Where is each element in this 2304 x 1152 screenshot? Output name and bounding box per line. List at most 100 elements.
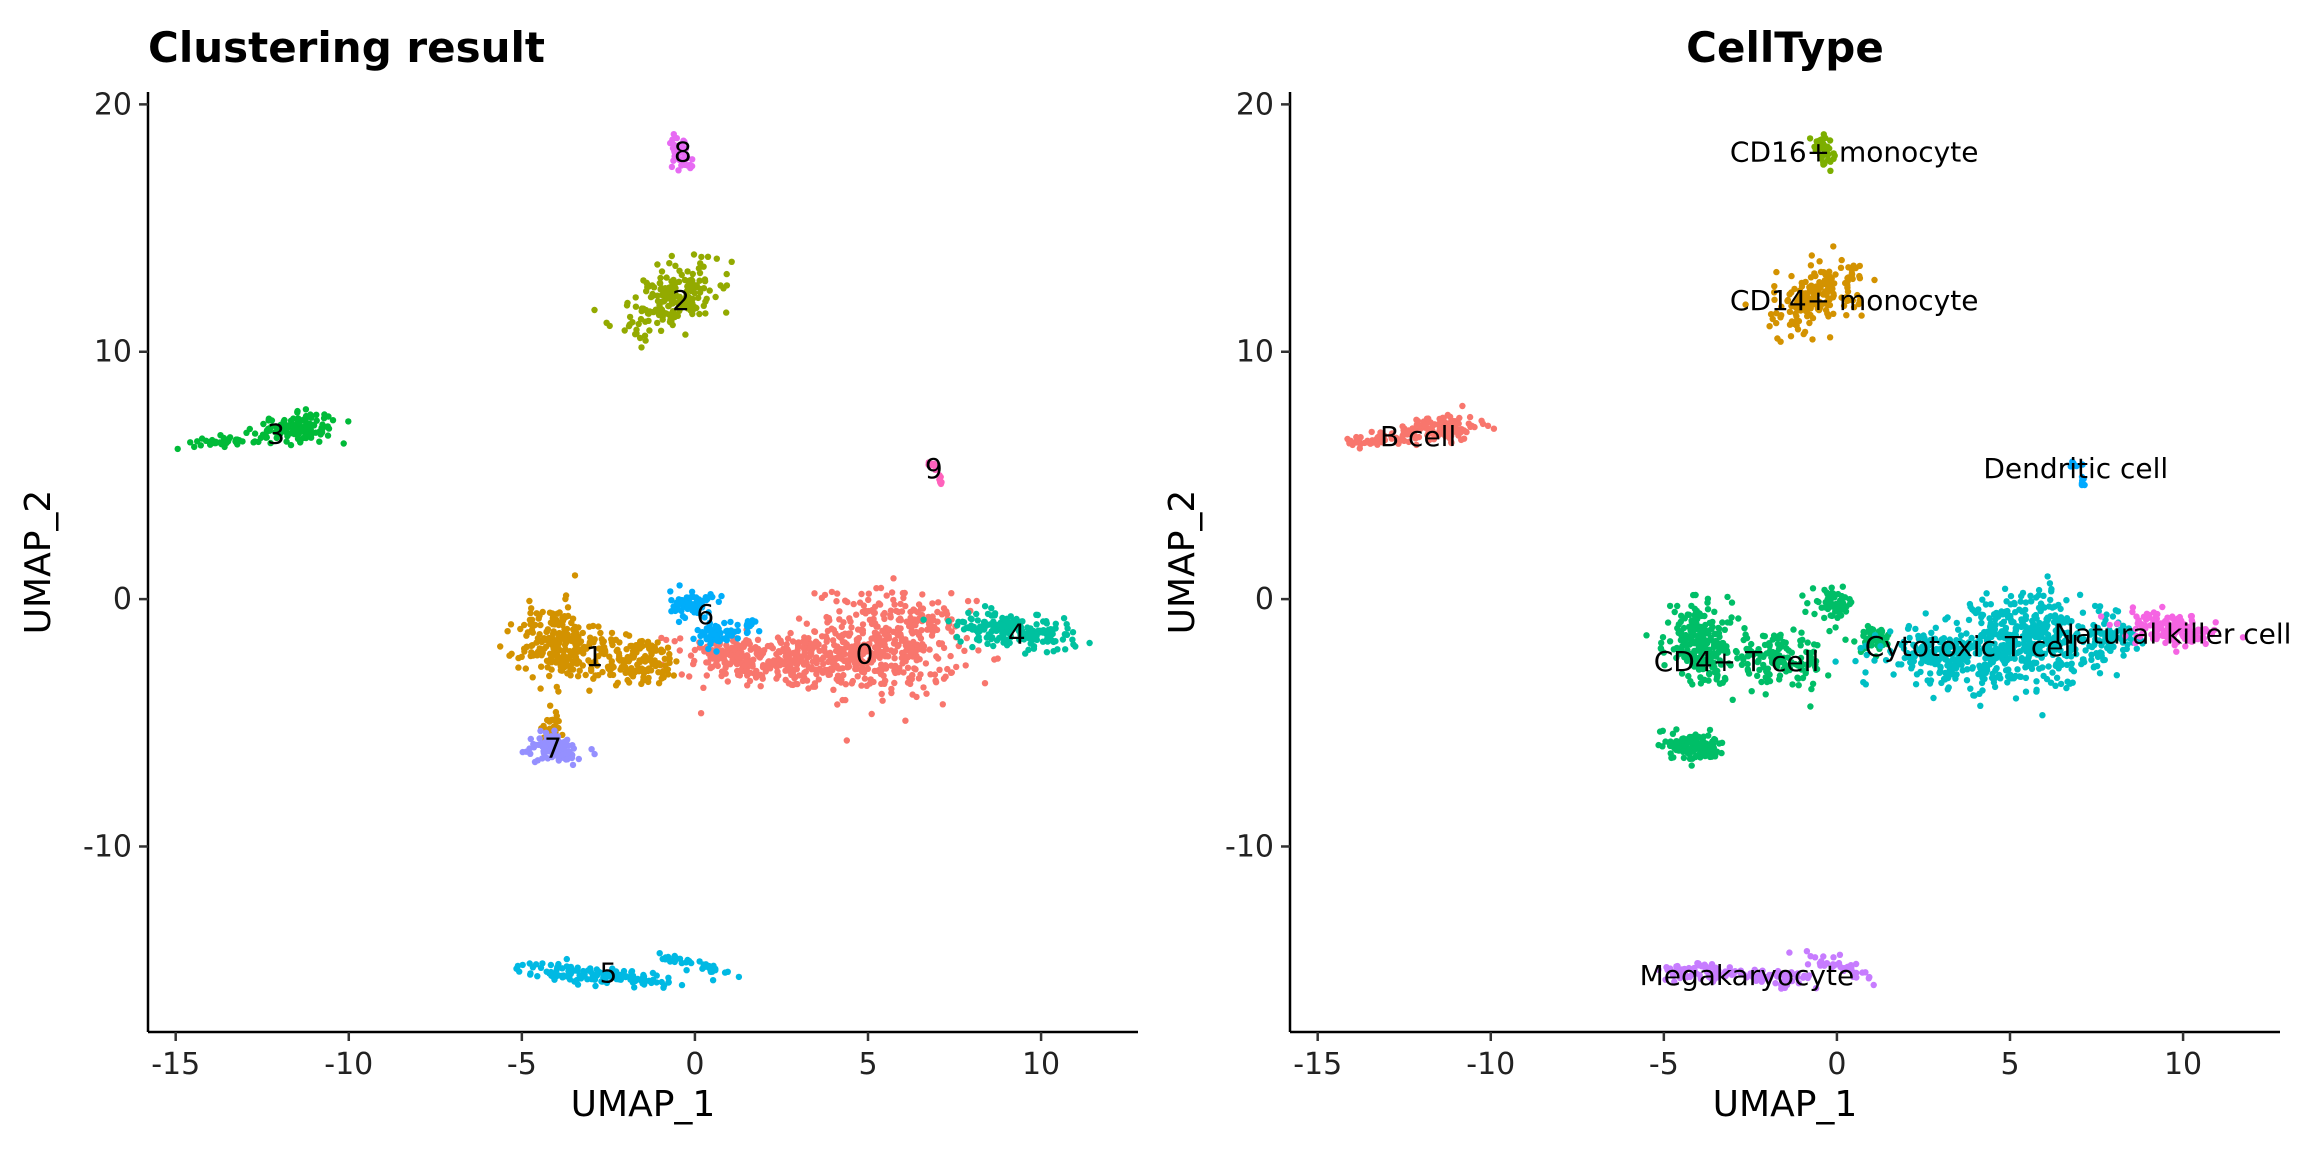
point	[1786, 949, 1793, 956]
point	[940, 605, 948, 612]
point	[1766, 323, 1773, 330]
point	[1813, 597, 1821, 605]
point	[1912, 625, 1919, 633]
point	[654, 297, 662, 305]
point	[1086, 639, 1093, 647]
point	[1034, 611, 1042, 619]
point	[598, 977, 606, 985]
point	[1745, 646, 1753, 653]
point	[2052, 645, 2059, 652]
point	[864, 665, 872, 672]
point	[708, 655, 716, 662]
point	[877, 670, 885, 678]
point	[567, 666, 574, 673]
point	[563, 963, 570, 970]
point	[1001, 616, 1009, 624]
point	[1744, 667, 1752, 674]
point	[313, 411, 320, 418]
point	[872, 629, 879, 637]
point	[1027, 640, 1034, 647]
point	[868, 649, 875, 657]
point	[894, 624, 902, 632]
point	[1806, 301, 1813, 308]
point	[948, 628, 955, 635]
point	[713, 636, 721, 643]
point	[699, 629, 706, 636]
point	[751, 645, 758, 652]
point	[1399, 423, 1406, 430]
point	[1787, 333, 1795, 340]
point	[1963, 630, 1970, 637]
point	[1735, 615, 1742, 622]
point	[579, 629, 586, 637]
point	[2048, 585, 2055, 593]
point	[795, 615, 803, 622]
point	[701, 614, 708, 621]
cluster-label-cd14-monocyte: CD14+ monocyte	[1730, 284, 1979, 317]
point	[2022, 606, 2029, 614]
point	[681, 152, 688, 160]
point	[548, 666, 555, 673]
point	[675, 303, 682, 311]
point	[2170, 630, 2178, 637]
cluster-label-b-cell: B cell	[1380, 420, 1456, 453]
point	[654, 639, 661, 646]
point	[1751, 966, 1758, 973]
point	[527, 735, 534, 743]
point	[734, 635, 741, 642]
point	[2181, 635, 2189, 642]
point	[801, 669, 808, 676]
point	[1670, 754, 1677, 761]
point	[627, 976, 634, 983]
point	[784, 646, 791, 653]
point	[2106, 638, 2113, 645]
point	[1691, 648, 1699, 655]
point	[2068, 653, 2075, 660]
point	[1931, 635, 1939, 642]
point	[689, 156, 696, 163]
point	[724, 678, 731, 685]
point	[1993, 654, 2001, 661]
point	[759, 664, 767, 671]
x-tick-label: 5	[2000, 1047, 2019, 1082]
point	[2202, 640, 2209, 648]
point	[1852, 960, 1860, 968]
point	[859, 630, 866, 637]
point	[1786, 665, 1794, 673]
point	[268, 417, 276, 424]
point	[804, 654, 811, 661]
point	[934, 655, 942, 662]
point	[857, 655, 864, 662]
y-tick-label: 10	[94, 335, 132, 370]
point	[973, 636, 981, 643]
point	[638, 344, 645, 351]
point	[932, 677, 939, 684]
point	[1688, 624, 1696, 631]
point	[1882, 657, 1890, 664]
point	[841, 650, 849, 658]
point	[1947, 643, 1954, 650]
point	[677, 635, 684, 642]
point	[538, 663, 545, 670]
x-tick-label: -15	[151, 1047, 200, 1082]
point	[1932, 647, 1939, 654]
point	[1804, 973, 1812, 980]
point	[1830, 243, 1837, 250]
point	[198, 435, 206, 442]
point	[682, 145, 690, 153]
point	[604, 663, 612, 670]
point	[746, 640, 753, 648]
series-natural-killer-cell	[2097, 603, 2247, 655]
point	[805, 663, 812, 670]
point	[989, 626, 997, 634]
point	[562, 592, 570, 599]
point	[528, 626, 536, 634]
point	[542, 753, 549, 760]
point	[1851, 638, 1858, 645]
point	[975, 647, 982, 654]
point	[1830, 150, 1837, 157]
point	[793, 666, 800, 673]
point	[1687, 655, 1694, 662]
point	[572, 627, 579, 634]
point	[1991, 626, 1999, 633]
